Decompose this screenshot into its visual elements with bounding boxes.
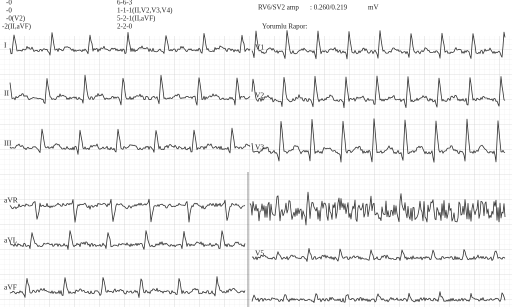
lead-label: V2 <box>255 91 264 100</box>
header-text: -0 <box>6 7 12 15</box>
report-label: Yorumlu Rapor: <box>262 23 307 31</box>
amp-label: RV6/SV2 amp <box>258 4 299 12</box>
trace <box>251 248 506 262</box>
lead-label: aVR <box>4 196 18 205</box>
trace <box>9 127 251 155</box>
lead-label: aVL <box>4 236 18 245</box>
trace <box>249 191 506 226</box>
lead-label: V5 <box>255 249 264 258</box>
trace <box>251 75 506 109</box>
amp-value: : 0.260/0.219 <box>310 4 348 12</box>
grid <box>0 36 512 307</box>
trace <box>251 291 506 303</box>
header-text: 1-1-1(II,V2,V3,V4) <box>117 7 173 15</box>
lead-label: aVF <box>4 283 17 292</box>
lead-label: V3 <box>255 143 264 152</box>
header-text: -0(V2) <box>6 15 26 23</box>
header-text: -2(II,aVF) <box>2 23 32 31</box>
trace <box>251 30 506 60</box>
trace <box>9 32 251 56</box>
trace <box>9 230 246 250</box>
header-text: -0 <box>6 0 12 7</box>
header-text: 5-2-1(II,aVF) <box>117 15 156 23</box>
trace <box>9 198 246 223</box>
header-text: 2-2-0 <box>117 23 133 31</box>
trace <box>9 276 246 298</box>
amp-unit: mV <box>368 4 379 12</box>
lead-label: I <box>4 41 7 50</box>
trace <box>251 118 506 163</box>
lead-label: V1 <box>255 43 264 52</box>
header-text: 6-6-3 <box>117 0 133 7</box>
trace <box>9 74 251 106</box>
lead-label: III <box>4 139 12 148</box>
lead-label: II <box>4 89 9 98</box>
